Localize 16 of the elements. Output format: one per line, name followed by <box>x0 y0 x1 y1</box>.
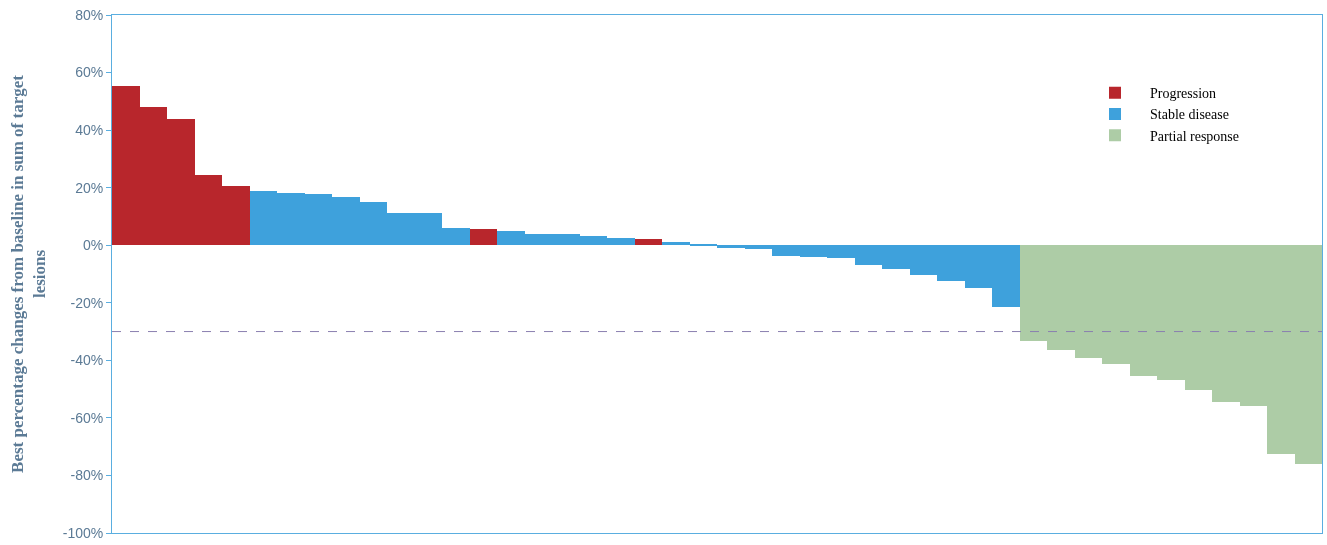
y-tick-label: -100% <box>62 524 104 541</box>
bar <box>470 229 497 245</box>
y-tick-label: 80% <box>75 6 104 23</box>
y-tick-label: 40% <box>75 122 104 139</box>
y-tick-label: -40% <box>70 352 104 369</box>
y-tick-label: 60% <box>75 64 104 81</box>
legend-label: Stable disease <box>1150 107 1229 123</box>
y-tick-label: 0% <box>82 237 104 254</box>
y-axis-title: Best percentage changes from baseline in sum of target lesions <box>8 74 50 473</box>
y-tick-label: -60% <box>70 409 104 426</box>
legend-label: Partial response <box>1150 128 1240 144</box>
legend-label: Progression <box>1150 86 1217 102</box>
y-tick-label: 20% <box>75 179 104 196</box>
bar <box>635 239 662 245</box>
y-tick-label: -20% <box>70 294 104 311</box>
y-tick-label: -80% <box>70 467 104 484</box>
